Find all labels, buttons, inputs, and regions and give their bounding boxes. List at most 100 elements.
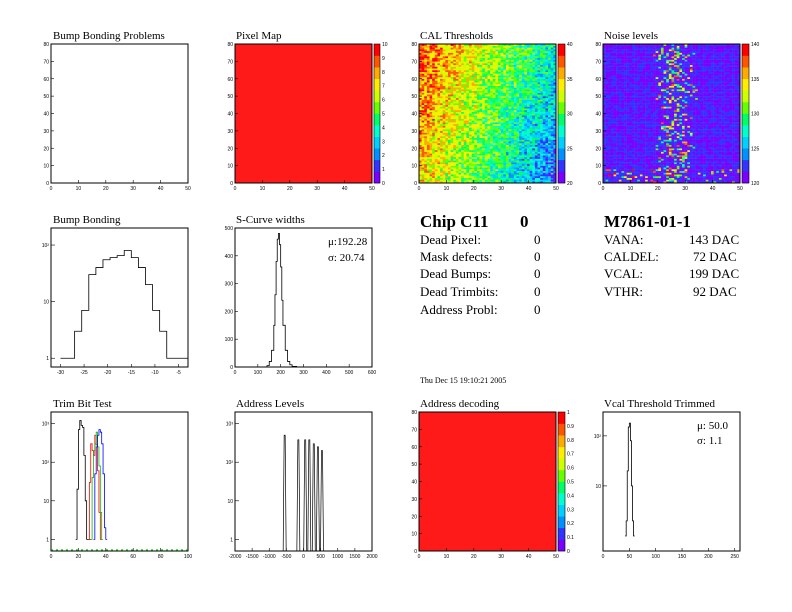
cal-cell — [521, 89, 525, 92]
cal-cell — [527, 80, 530, 83]
cal-cell — [503, 94, 507, 97]
noise-cell — [621, 45, 625, 48]
cal-cell — [476, 52, 480, 55]
cal-cell — [455, 111, 459, 114]
cal-cell — [498, 158, 501, 161]
noise-cell — [603, 155, 606, 158]
cal-cell — [440, 177, 443, 180]
cal-cell — [537, 118, 541, 121]
cal-cell — [542, 92, 546, 95]
cal-cell — [442, 83, 446, 86]
noise-cell — [610, 125, 614, 128]
cal-cell — [463, 170, 467, 173]
cal-cell — [553, 99, 557, 102]
cal-cell — [540, 47, 544, 50]
cal-cell — [434, 179, 438, 182]
cal-cell — [521, 144, 525, 147]
noise-cell — [618, 92, 622, 95]
cal-cell — [453, 167, 457, 170]
cal-cell — [503, 49, 507, 52]
cal-cell — [550, 174, 554, 177]
cal-cell — [495, 143, 499, 145]
cal-cell — [498, 68, 501, 71]
cal-thresholds-zbar-cell — [558, 148, 565, 155]
cal-cell — [500, 177, 504, 180]
cal-cell — [527, 111, 530, 114]
cal-cell — [447, 137, 451, 140]
cal-cell — [542, 64, 546, 67]
noise-cell — [603, 115, 606, 118]
cal-cell — [434, 52, 438, 55]
cal-cell — [516, 92, 520, 95]
cal-cell — [421, 151, 425, 154]
cal-cell — [484, 59, 488, 62]
cal-cell — [419, 144, 422, 147]
cal-cell — [469, 169, 472, 172]
cal-cell — [434, 127, 438, 130]
noise-cell — [621, 78, 625, 81]
cal-cell — [511, 169, 515, 172]
cal-cell — [534, 45, 538, 48]
cal-cell — [521, 45, 525, 48]
cal-cell — [503, 136, 507, 139]
cal-cell — [492, 149, 496, 152]
cal-cell — [490, 85, 493, 88]
cal-cell — [548, 136, 551, 139]
cal-cell — [553, 49, 557, 52]
cal-cell — [495, 172, 499, 175]
cal-cell — [545, 103, 549, 106]
cal-cell — [521, 143, 525, 145]
noise-cell — [616, 156, 620, 159]
cal-cell — [503, 177, 507, 180]
cal-cell — [511, 141, 515, 144]
cal-thresholds-zbar-cell — [558, 67, 565, 74]
cal-cell — [550, 97, 554, 100]
cal-cell — [469, 73, 472, 76]
cal-cell — [471, 118, 475, 121]
cal-cell — [548, 59, 551, 62]
cal-cell — [461, 115, 464, 118]
cal-cell — [519, 54, 522, 57]
cal-cell — [484, 99, 488, 102]
cal-cell — [550, 151, 554, 154]
cal-cell — [471, 66, 475, 69]
cal-cell — [540, 153, 544, 156]
cal-cell — [474, 80, 478, 83]
cal-cell — [498, 92, 501, 95]
noise-cell — [603, 125, 606, 128]
noise-cell — [608, 141, 612, 144]
cal-cell — [445, 80, 449, 83]
cal-cell — [440, 45, 443, 48]
cal-cell — [548, 94, 551, 97]
cal-cell — [437, 77, 441, 79]
cal-cell — [540, 101, 544, 104]
noise-cell — [603, 151, 606, 154]
cal-cell — [484, 162, 488, 165]
noise-cell — [610, 111, 614, 114]
cal-cell — [500, 155, 504, 158]
cal-cell — [455, 139, 459, 142]
cal-cell — [511, 118, 515, 121]
cal-cell — [476, 104, 480, 107]
noise-cell — [608, 181, 612, 184]
cal-cell — [542, 153, 546, 156]
noise-cell — [610, 118, 614, 121]
cal-cell — [466, 155, 470, 158]
noise-cell — [605, 143, 609, 145]
cal-cell — [524, 110, 528, 112]
cal-cell — [432, 170, 436, 173]
cal-cell — [508, 87, 512, 90]
noise-cell — [603, 83, 606, 86]
cal-cell — [437, 125, 441, 128]
cal-cell — [476, 70, 480, 72]
cal-cell — [476, 97, 480, 100]
cal-cell — [521, 132, 525, 135]
noise-cell — [621, 174, 625, 177]
cal-cell — [503, 110, 507, 112]
cal-cell — [532, 110, 536, 112]
noise-cell — [616, 144, 620, 147]
pixel-map-zbar-cell — [374, 148, 380, 155]
cal-cell — [466, 57, 470, 60]
cal-cell — [469, 177, 472, 180]
cal-cell — [500, 44, 504, 46]
